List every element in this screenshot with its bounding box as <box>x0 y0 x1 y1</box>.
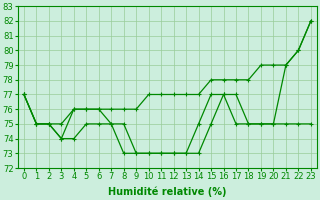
X-axis label: Humidité relative (%): Humidité relative (%) <box>108 187 227 197</box>
